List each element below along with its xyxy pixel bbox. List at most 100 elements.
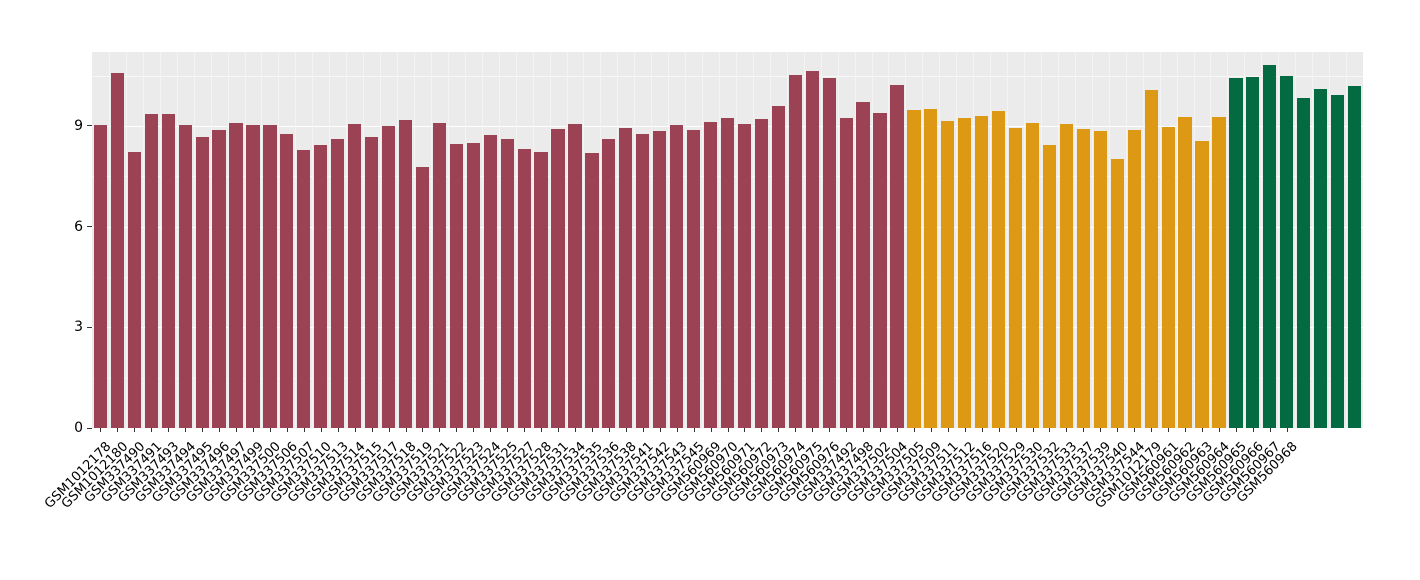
grid-line-vertical [210, 52, 212, 428]
bar [1229, 78, 1243, 428]
grid-line-vertical [600, 52, 602, 428]
x-axis-tick-mark [659, 428, 661, 432]
x-axis-tick-mark [744, 428, 746, 432]
x-axis-tick-label: GSM337544 [1081, 439, 1149, 506]
bar [653, 131, 667, 428]
x-axis-tick-label: GSM337534 [522, 439, 589, 506]
grid-line-vertical [1346, 52, 1348, 428]
x-axis-tick-label: GSM337541 [590, 439, 657, 506]
bar [839, 118, 853, 428]
x-axis-tick-label: GSM337519 [369, 439, 437, 506]
grid-line-vertical [108, 52, 110, 428]
x-axis-tick-label: GSM337516 [929, 439, 996, 506]
grid-line-vertical [464, 52, 466, 428]
bar [619, 127, 633, 428]
grid-line-vertical [752, 52, 754, 428]
x-axis-tick-label: GSM337530 [979, 439, 1047, 506]
grid-line-vertical [769, 52, 771, 428]
grid-line-vertical [380, 52, 382, 428]
x-axis-tick-label: GSM560973 [725, 439, 793, 506]
x-axis-tick-label: GSM337543 [623, 439, 691, 506]
bar [585, 152, 599, 428]
x-axis-tick-label: GSM337506 [234, 439, 301, 506]
x-axis-tick-label: GSM337521 [386, 439, 454, 506]
bar [1042, 144, 1057, 428]
x-axis-tick-label: GSM1012179 [1092, 439, 1166, 512]
x-axis-tick-label: GSM560969 [657, 439, 725, 506]
grid-line-vertical [786, 52, 788, 428]
bar [1161, 126, 1175, 428]
bar [737, 123, 752, 428]
x-axis-tick-mark [286, 428, 288, 432]
x-axis-tick-label: GSM337532 [996, 439, 1064, 506]
grid-line-vertical [413, 52, 415, 428]
grid-line-vertical [1210, 52, 1212, 428]
grid-line-vertical [1329, 52, 1331, 428]
bar [568, 123, 582, 428]
x-axis-tick-mark [1066, 428, 1068, 432]
x-axis-tick-mark [371, 428, 373, 432]
x-axis-tick-mark [625, 428, 627, 432]
y-axis-tick-mark [87, 427, 92, 429]
bar [1025, 122, 1040, 428]
x-axis-tick-mark [1218, 428, 1220, 432]
y-axis-tick-label: 0 [74, 420, 83, 436]
x-axis-tick-mark [591, 428, 593, 432]
x-axis-tick-label: GSM337497 [183, 439, 250, 506]
bar [1195, 141, 1209, 428]
y-axis-tick-label: 9 [74, 117, 83, 134]
grid-line-vertical [261, 52, 263, 428]
x-axis-tick-mark [1151, 428, 1153, 432]
y-axis: 0 3 6 9 [0, 0, 92, 580]
bar [93, 125, 108, 428]
bar [805, 71, 819, 428]
x-axis-tick-mark [405, 428, 407, 432]
x-axis-tick-mark [117, 428, 119, 432]
bar [398, 119, 413, 428]
x-axis-tick-label: GSM337507 [251, 439, 318, 506]
x-axis-tick-label: GSM560965 [1183, 439, 1250, 506]
x-axis-tick-label: GSM337499 [200, 439, 267, 506]
x-axis-tick-label: GSM337511 [895, 439, 962, 506]
x-axis-tick-mark [1185, 428, 1187, 432]
bar [941, 120, 955, 428]
grid-line-vertical [159, 52, 161, 428]
x-axis-tick-mark [337, 428, 339, 432]
grid-line-vertical [244, 52, 246, 428]
x-axis-tick-mark [354, 428, 356, 432]
bar [466, 142, 480, 428]
bar [1144, 89, 1158, 428]
x-axis-tick-mark [490, 428, 492, 432]
x-axis-tick-mark [134, 428, 136, 432]
x-axis-tick-mark [456, 428, 458, 432]
grid-line-vertical [481, 52, 483, 428]
x-axis-tick-label: GSM337515 [318, 439, 386, 506]
grid-line-vertical [363, 52, 365, 428]
bar [636, 133, 650, 428]
bar [1127, 129, 1141, 428]
bar [924, 109, 938, 428]
grid-line-vertical [1041, 52, 1042, 428]
grid-line-vertical [549, 52, 551, 428]
grid-line-vertical [1007, 52, 1009, 428]
grid-line-vertical [1159, 52, 1161, 428]
bar [517, 149, 531, 428]
bar [1008, 127, 1023, 428]
x-axis-tick-label: GSM337525 [454, 439, 522, 506]
grid-line-vertical [430, 52, 432, 428]
x-axis-tick-mark [930, 428, 932, 432]
x-axis-tick-label: GSM337523 [420, 439, 488, 506]
grid-line-vertical [193, 52, 195, 428]
grid-line-vertical [939, 52, 941, 428]
x-axis-tick-mark [896, 428, 898, 432]
grid-line-vertical [719, 52, 721, 428]
x-axis-tick-mark [507, 428, 509, 432]
x-axis-tick-mark [846, 428, 848, 432]
bar [144, 114, 158, 428]
grid-line-vertical [1227, 52, 1229, 428]
grid-line-vertical [1091, 52, 1093, 428]
grid-line-vertical [227, 52, 229, 428]
y-axis-tick-mark [87, 226, 92, 228]
x-axis-tick-label: GSM560976 [776, 439, 844, 506]
x-axis-tick-label: GSM560961 [1115, 439, 1183, 506]
